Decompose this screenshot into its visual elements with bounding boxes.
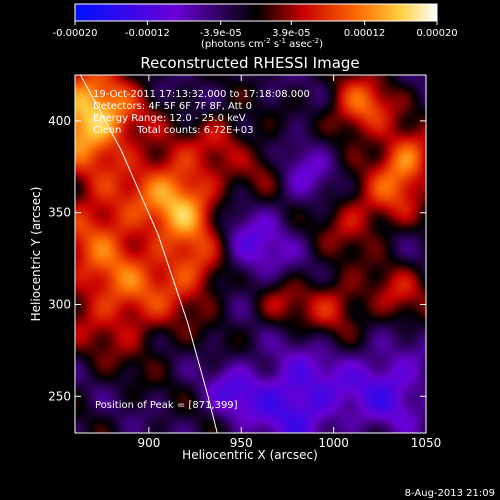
y-tick-label: 400 — [48, 114, 71, 128]
annotation-time: 19-Oct-2011 17:13:32.000 to 17:18:08.000 — [93, 89, 310, 100]
peak-position-label: Position of Peak = [871,399] — [95, 400, 238, 411]
colorbar-tick-label: 0.00012 — [344, 28, 385, 39]
x-axis-label: Heliocentric X (arcsec) — [182, 448, 318, 462]
x-tick-label: 900 — [137, 436, 160, 450]
y-axis-label: Heliocentric Y (arcsec) — [29, 187, 43, 322]
colorbar-tick-label: 3.9e-05 — [272, 28, 310, 39]
colorbar-ticks: -0.00020 -0.00012 -3.9e-05 3.9e-05 0.00012 0.… — [53, 21, 458, 39]
x-tick-label: 1050 — [411, 436, 442, 450]
heatmap-image — [75, 75, 426, 433]
x-tick-label: 950 — [230, 436, 253, 450]
annotation-detectors: Detectors: 4F 5F 6F 7F 8F, Att 0 — [93, 101, 252, 112]
colorbar: -0.00020 -0.00012 -3.9e-05 3.9e-05 0.00012 0.… — [53, 3, 458, 50]
annotation-energy: Energy Range: 12.0 - 25.0 keV — [93, 113, 246, 124]
y-tick-label: 250 — [48, 389, 71, 403]
colorbar-tick-label: -3.9e-05 — [200, 28, 242, 39]
colorbar-gradient — [74, 3, 438, 22]
y-tick-label: 350 — [48, 206, 71, 220]
solar-limb-line — [80, 75, 218, 433]
chart-title: Reconstructed RHESSI Image — [140, 54, 359, 72]
plot-frame — [74, 74, 427, 434]
footer-timestamp: 8-Aug-2013 21:09 — [405, 488, 495, 499]
axis-ticks: 900 950 1000 1050 250 300 350 400 — [48, 75, 441, 450]
colorbar-unit-label: (photons cm-2 s-1 asec-2) — [201, 37, 323, 50]
y-tick-label: 300 — [48, 297, 71, 311]
x-tick-label: 1000 — [318, 436, 349, 450]
heatmap-area — [75, 75, 426, 433]
annotation-counts: Clean Total counts: 6.72E+03 — [93, 125, 253, 136]
colorbar-tick-label: -0.00012 — [125, 28, 170, 39]
colorbar-tick-label: -0.00020 — [53, 28, 98, 39]
colorbar-tick-label: 0.00020 — [416, 28, 457, 39]
annotation-block: 19-Oct-2011 17:13:32.000 to 17:18:08.000… — [93, 89, 310, 411]
